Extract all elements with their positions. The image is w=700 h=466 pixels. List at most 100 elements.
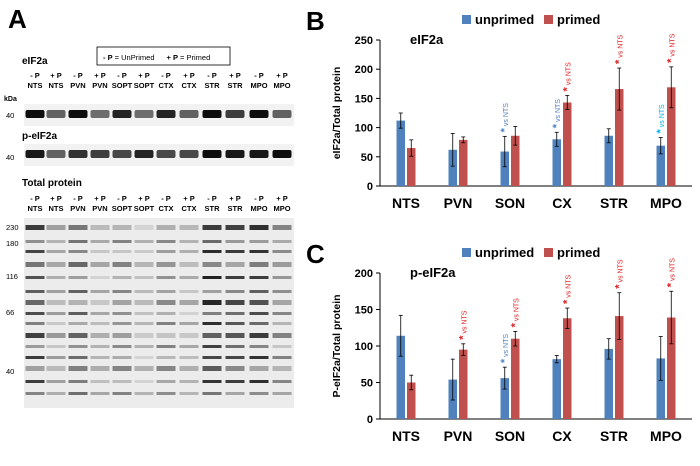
total-protein-band bbox=[90, 276, 110, 279]
total-protein-band bbox=[225, 225, 245, 230]
total-protein-band bbox=[156, 366, 176, 371]
total-protein-band bbox=[25, 240, 45, 243]
total-protein-band bbox=[112, 345, 132, 348]
total-protein-band bbox=[46, 300, 66, 305]
total-protein-band bbox=[68, 262, 88, 267]
total-protein-band bbox=[112, 240, 132, 243]
total-protein-band bbox=[249, 345, 269, 348]
bottom-lane-region: CTX bbox=[159, 204, 174, 213]
total-protein-band bbox=[249, 225, 269, 230]
significance-annotation: *vs NTS bbox=[613, 259, 625, 289]
p-eif2a-band bbox=[225, 150, 245, 158]
total-protein-band bbox=[179, 290, 199, 293]
total-protein-band bbox=[156, 240, 176, 243]
legend-label-unprimed: unprimed bbox=[475, 12, 534, 27]
total-protein-band bbox=[179, 366, 199, 371]
bar-primed bbox=[667, 87, 676, 186]
legend-box bbox=[96, 46, 231, 66]
significance-text: *vs NTS bbox=[551, 99, 563, 129]
category-label: CX bbox=[552, 195, 572, 211]
bottom-lane-p: - P bbox=[254, 194, 264, 203]
bottom-lane-region: PVN bbox=[92, 204, 107, 213]
significance-text: *vs NTS bbox=[613, 259, 625, 289]
total-protein-band bbox=[68, 240, 88, 243]
total-protein-band bbox=[68, 366, 88, 371]
total-protein-band bbox=[46, 356, 66, 359]
total-protein-band bbox=[179, 300, 199, 305]
p-eif2a-band bbox=[112, 150, 132, 158]
significance-asterisk: * bbox=[613, 284, 625, 289]
total-protein-band bbox=[90, 250, 110, 253]
total-protein-band bbox=[249, 300, 269, 305]
bottom-lane-region: STR bbox=[228, 204, 244, 213]
total-protein-band bbox=[25, 250, 45, 253]
total-protein-band bbox=[179, 322, 199, 325]
total-protein-band bbox=[179, 380, 199, 383]
top-lane-p: + P bbox=[50, 71, 61, 80]
total-protein-band bbox=[68, 345, 88, 348]
total-protein-band bbox=[46, 240, 66, 243]
total-protein-band bbox=[90, 262, 110, 267]
total-protein-band bbox=[112, 322, 132, 325]
total-protein-band bbox=[134, 366, 154, 371]
category-label: CX bbox=[552, 428, 572, 444]
p-eif2a-band bbox=[25, 150, 45, 158]
top-lane-p: + P bbox=[138, 71, 149, 80]
bar-unprimed bbox=[656, 358, 665, 419]
total-protein-band bbox=[272, 322, 292, 325]
total-protein-band bbox=[272, 380, 292, 383]
total-protein-band bbox=[134, 392, 154, 395]
total-protein-band bbox=[46, 333, 66, 338]
significance-asterisk: * bbox=[665, 282, 677, 287]
significance-label: vs NTS bbox=[659, 104, 666, 127]
bar-primed bbox=[563, 318, 572, 419]
total-protein-band bbox=[134, 345, 154, 348]
significance-asterisk: * bbox=[665, 58, 677, 63]
p-eif2a-band bbox=[179, 150, 199, 158]
total-protein-band bbox=[272, 300, 292, 305]
significance-annotation: *vs NTS bbox=[561, 62, 573, 92]
total-protein-band bbox=[202, 250, 222, 253]
total-protein-band bbox=[179, 262, 199, 267]
total-protein-band bbox=[179, 392, 199, 395]
bottom-lane-region: STR bbox=[205, 204, 221, 213]
total-protein-band bbox=[134, 276, 154, 279]
top-lane-p: - P bbox=[117, 71, 127, 80]
bottom-lane-p: - P bbox=[73, 194, 83, 203]
bottom-lane-p: + P bbox=[138, 194, 149, 203]
total-protein-band bbox=[156, 392, 176, 395]
legend-text: - P = UnPrimed + P = Primed bbox=[103, 53, 210, 62]
category-label: PVN bbox=[444, 195, 473, 211]
total-protein-band bbox=[156, 380, 176, 383]
total-protein-band bbox=[25, 392, 45, 395]
total-protein-band bbox=[90, 322, 110, 325]
total-protein-band bbox=[202, 322, 222, 325]
legend-label-primed: primed bbox=[557, 245, 600, 260]
category-label: PVN bbox=[444, 428, 473, 444]
category-label: NTS bbox=[392, 195, 420, 211]
total-protein-band bbox=[90, 300, 110, 305]
significance-text: *vs NTS bbox=[665, 258, 677, 288]
significance-text: *vs NTS bbox=[509, 298, 521, 328]
total-protein-band bbox=[68, 312, 88, 315]
top-lane-p: + P bbox=[276, 71, 287, 80]
total-protein-band bbox=[272, 356, 292, 359]
total-protein-band bbox=[249, 276, 269, 279]
total-protein-band bbox=[272, 312, 292, 315]
top-lane-p: - P bbox=[73, 71, 83, 80]
total-protein-band bbox=[179, 250, 199, 253]
significance-asterisk: * bbox=[655, 129, 667, 134]
significance-asterisk: * bbox=[499, 127, 511, 132]
significance-text: *vs NTS bbox=[613, 34, 625, 64]
bar-primed bbox=[511, 135, 520, 186]
legend-swatch-unprimed bbox=[462, 15, 471, 24]
total-protein-band bbox=[249, 356, 269, 359]
significance-annotation: * vs NTS bbox=[655, 104, 667, 134]
eif2a-band bbox=[156, 110, 176, 118]
eif2a-band bbox=[25, 110, 45, 118]
significance-annotation: *vs NTS bbox=[509, 298, 521, 328]
total-protein-band bbox=[46, 262, 66, 267]
total-protein-band bbox=[156, 250, 176, 253]
total-protein-band bbox=[68, 322, 88, 325]
bar-primed bbox=[407, 148, 416, 186]
